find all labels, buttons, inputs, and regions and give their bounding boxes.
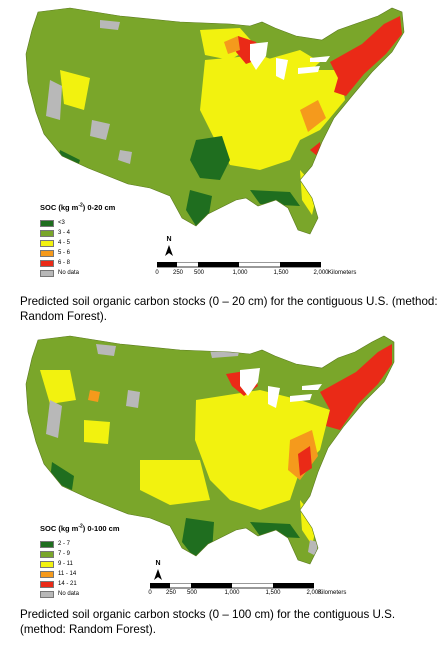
legend-item: No data [40, 268, 115, 278]
scale-tick-label: 250 [172, 270, 184, 276]
legend-item: 4 - 5 [40, 238, 115, 248]
scale-tick-label: 1,000 [224, 590, 240, 596]
map-legend: SOC (kg m-2) 0-100 cm 2 - 7 7 - 9 9 - 11… [40, 524, 119, 599]
legend-label: No data [58, 270, 80, 276]
north-arrow-icon [154, 569, 162, 580]
legend-title: SOC (kg m-2) 0-20 cm [40, 202, 116, 212]
legend-swatch [40, 249, 54, 257]
legend-item: 14 - 21 [40, 579, 119, 589]
legend-swatch [40, 580, 54, 588]
legend-swatch [40, 269, 54, 277]
north-label: N [166, 236, 172, 243]
scale-tick-label: 250 [165, 590, 177, 596]
legend-swatch [40, 550, 54, 558]
legend-label: <3 [58, 220, 65, 226]
scale-tick-label: 1,000 [232, 270, 248, 276]
legend-label: 9 - 11 [58, 561, 73, 567]
legend-label: 3 - 4 [58, 230, 71, 236]
legend-swatch [40, 219, 54, 227]
legend-item: 11 - 14 [40, 569, 119, 579]
legend-swatch [40, 229, 54, 237]
legend-label: 7 - 9 [58, 551, 71, 557]
scale-bar [150, 583, 314, 589]
legend-item: 9 - 11 [40, 559, 119, 569]
legend-label: 6 - 8 [58, 260, 71, 266]
north-label: N [155, 560, 161, 567]
scale-tick-label: 2,000 [306, 590, 322, 596]
map-caption: Predicted soil organic carbon stocks (0 … [20, 295, 438, 323]
legend-swatch [40, 239, 54, 247]
legend-item: No data [40, 589, 119, 599]
scale-tick-label: 500 [193, 270, 205, 276]
legend-swatch [40, 259, 54, 267]
legend-label: 14 - 21 [58, 581, 77, 587]
legend-swatch [40, 560, 54, 568]
us-soc-map-0-100cm [25, 335, 395, 565]
scale-tick-label: 1,500 [273, 270, 289, 276]
soc-map-panel-0-20cm: SOC (kg m-2) 0-20 cm <3 3 - 4 4 - 5 5 - … [0, 0, 447, 290]
legend-item: 6 - 8 [40, 258, 115, 268]
legend-item: 7 - 9 [40, 549, 119, 559]
legend-item: 2 - 7 [40, 539, 119, 549]
legend-label: 5 - 6 [58, 250, 71, 256]
scale-tick-label: 0 [155, 270, 159, 276]
map-caption: Predicted soil organic carbon stocks (0 … [20, 608, 396, 636]
legend-label: 2 - 7 [58, 541, 71, 547]
legend-label: 11 - 14 [58, 571, 77, 577]
scale-tick-label: 0 [148, 590, 152, 596]
legend-item: <3 [40, 218, 115, 228]
north-arrow-icon [165, 245, 173, 256]
legend-label: 4 - 5 [58, 240, 71, 246]
legend-swatch [40, 570, 54, 578]
scale-unit: Kilometers [328, 270, 357, 276]
legend-item: 5 - 6 [40, 248, 115, 258]
legend-item: 3 - 4 [40, 228, 115, 238]
scale-bar [157, 262, 321, 268]
us-soc-map-0-20cm [25, 7, 405, 235]
scale-tick-label: 2,000 [313, 270, 329, 276]
scale-tick-label: 1,500 [265, 590, 281, 596]
legend-label: No data [58, 591, 80, 597]
scale-unit: Kilometers [318, 590, 347, 596]
legend-swatch [40, 540, 54, 548]
legend-swatch [40, 590, 54, 598]
map-legend: SOC (kg m-2) 0-20 cm <3 3 - 4 4 - 5 5 - … [40, 203, 115, 278]
scale-tick-label: 500 [186, 590, 198, 596]
soc-map-panel-0-100cm: SOC (kg m-2) 0-100 cm 2 - 7 7 - 9 9 - 11… [0, 330, 447, 610]
legend-title: SOC (kg m-2) 0-100 cm [40, 523, 120, 533]
